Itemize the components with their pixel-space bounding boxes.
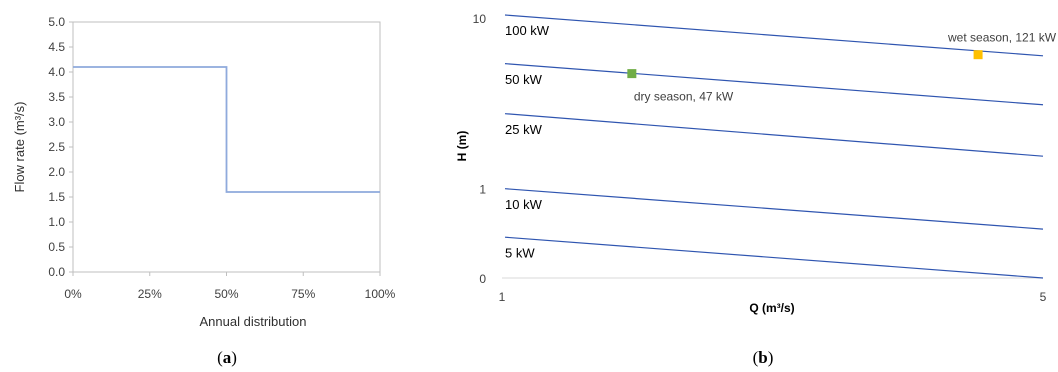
chart-a-x-tick-label: 25% bbox=[138, 287, 162, 301]
chart-a-y-tick-label: 5.0 bbox=[48, 15, 65, 29]
chart-a-y-tick-label: 4.5 bbox=[48, 40, 65, 54]
chart-a-x-ticks: 0% 25% 50% 75% 100% bbox=[64, 272, 396, 301]
chart-b-lines: 100 kW 50 kW 25 kW 10 kW 5 kW bbox=[504, 14, 1044, 279]
chart-a-x-tick-label: 100% bbox=[365, 287, 396, 301]
chart-b-line-label: 100 kW bbox=[505, 23, 550, 38]
chart-a-y-tick-label: 2.0 bbox=[48, 165, 65, 179]
chart-b-y-tick-label: 0 bbox=[479, 272, 486, 286]
chart-b-x-tick-label: 1 bbox=[499, 290, 506, 304]
chart-b-points: dry season, 47 kW wet season, 121 kW bbox=[627, 31, 1057, 104]
chart-a-caption-open: ( bbox=[217, 348, 223, 367]
chart-a-y-tick-label: 2.5 bbox=[48, 140, 65, 154]
chart-b-y-tick-label: 1 bbox=[479, 183, 486, 197]
chart-b-y-title: H (m) bbox=[455, 131, 469, 162]
chart-a-flow-line bbox=[73, 66, 380, 193]
chart-a-caption-close: ) bbox=[231, 348, 237, 367]
chart-b-point-wet bbox=[973, 50, 983, 60]
chart-b-line-label: 50 kW bbox=[505, 72, 543, 87]
chart-b: 100 kW 50 kW 25 kW 10 kW 5 kW dry season, 47… bbox=[455, 12, 1057, 367]
chart-b-power-line bbox=[504, 14, 1044, 57]
chart-a-caption: (a) bbox=[217, 348, 237, 367]
chart-a-y-tick-label: 0.5 bbox=[48, 240, 65, 254]
chart-b-line-label: 10 kW bbox=[505, 197, 543, 212]
chart-b-power-line bbox=[504, 63, 1044, 106]
chart-a-y-tick-label: 3.5 bbox=[48, 90, 65, 104]
chart-a-caption-letter: a bbox=[223, 348, 232, 367]
chart-b-y-tick-label: 10 bbox=[473, 12, 487, 26]
chart-a-y-tick-label: 0.0 bbox=[48, 265, 65, 279]
chart-a-x-tick-label: 0% bbox=[64, 287, 82, 301]
chart-b-line-label: 25 kW bbox=[505, 122, 543, 137]
chart-b-caption: (b) bbox=[753, 348, 774, 367]
chart-a-y-title: Flow rate (m³/s) bbox=[12, 102, 27, 193]
chart-b-line-label: 5 kW bbox=[505, 245, 535, 260]
chart-b-point-wet-label: wet season, 121 kW bbox=[947, 31, 1057, 45]
chart-b-power-line bbox=[504, 188, 1044, 230]
chart-a-y-tick-label: 1.5 bbox=[48, 190, 65, 204]
chart-a-x-tick-label: 50% bbox=[214, 287, 238, 301]
chart-b-point-dry-label: dry season, 47 kW bbox=[634, 90, 734, 104]
chart-a-y-tick-label: 4.0 bbox=[48, 65, 65, 79]
chart-b-x-tick-label: 5 bbox=[1040, 290, 1047, 304]
chart-a-y-tick-label: 3.0 bbox=[48, 115, 65, 129]
chart-b-power-line bbox=[504, 113, 1044, 157]
chart-a-x-title: Annual distribution bbox=[200, 314, 307, 329]
chart-a-series bbox=[73, 66, 380, 193]
chart-a: 0.0 0.5 1.0 1.5 2.0 2.5 3.0 3.5 4.0 4.5 5.0 0% 25% 5… bbox=[12, 15, 396, 367]
chart-a-y-ticks: 0.0 0.5 1.0 1.5 2.0 2.5 3.0 3.5 4.0 4.5 5.0 bbox=[48, 15, 73, 279]
chart-b-point-dry bbox=[627, 69, 637, 79]
chart-a-y-tick-label: 1.0 bbox=[48, 215, 65, 229]
chart-b-caption-open: ( bbox=[753, 348, 759, 367]
chart-b-caption-close: ) bbox=[768, 348, 774, 367]
chart-a-x-tick-label: 75% bbox=[291, 287, 315, 301]
chart-b-caption-letter: b bbox=[758, 348, 767, 367]
chart-b-power-line bbox=[504, 236, 1044, 279]
chart-b-x-title: Q (m³/s) bbox=[749, 301, 794, 315]
